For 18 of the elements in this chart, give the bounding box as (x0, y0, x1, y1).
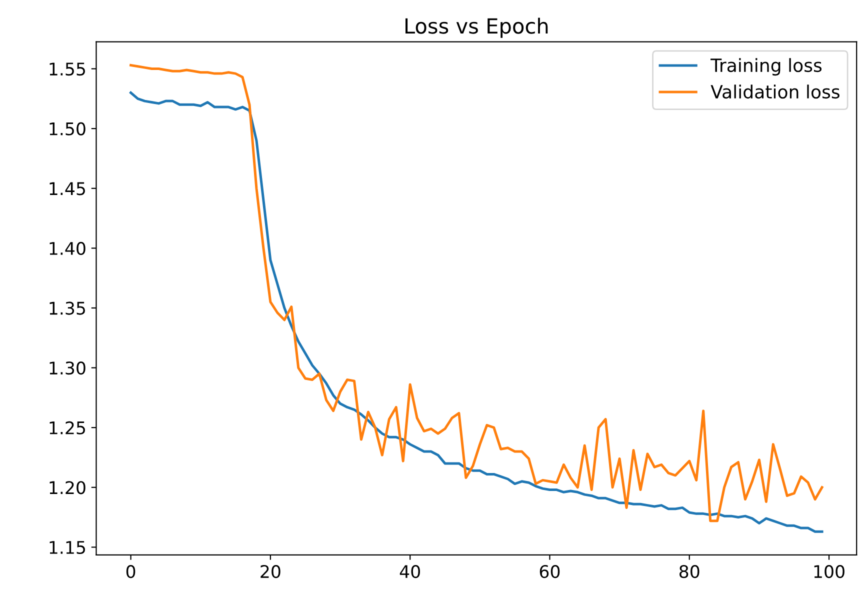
y-tick-label: 1.15 (50, 541, 85, 554)
x-tick-label: 40 (400, 564, 420, 578)
x-tick-label: 20 (260, 564, 280, 578)
y-tick-label: 1.55 (50, 62, 85, 76)
y-tick-label: 1.40 (50, 242, 86, 256)
legend-label: Training loss (710, 58, 822, 76)
chart-title: Loss vs Epoch (406, 18, 548, 38)
x-tick-label: 100 (814, 564, 844, 578)
y-tick-label: 1.20 (50, 481, 86, 494)
x-tick-label: 0 (126, 564, 136, 578)
y-tick-label: 1.45 (50, 182, 85, 196)
y-tick-label: 1.25 (50, 421, 85, 434)
x-tick-label: 60 (540, 564, 560, 578)
x-tick-label: 80 (680, 564, 700, 578)
y-tick-label: 1.50 (50, 122, 86, 136)
legend-label: Validation loss (710, 84, 840, 99)
y-tick-label: 1.30 (50, 361, 86, 375)
y-tick-label: 1.35 (50, 302, 85, 315)
